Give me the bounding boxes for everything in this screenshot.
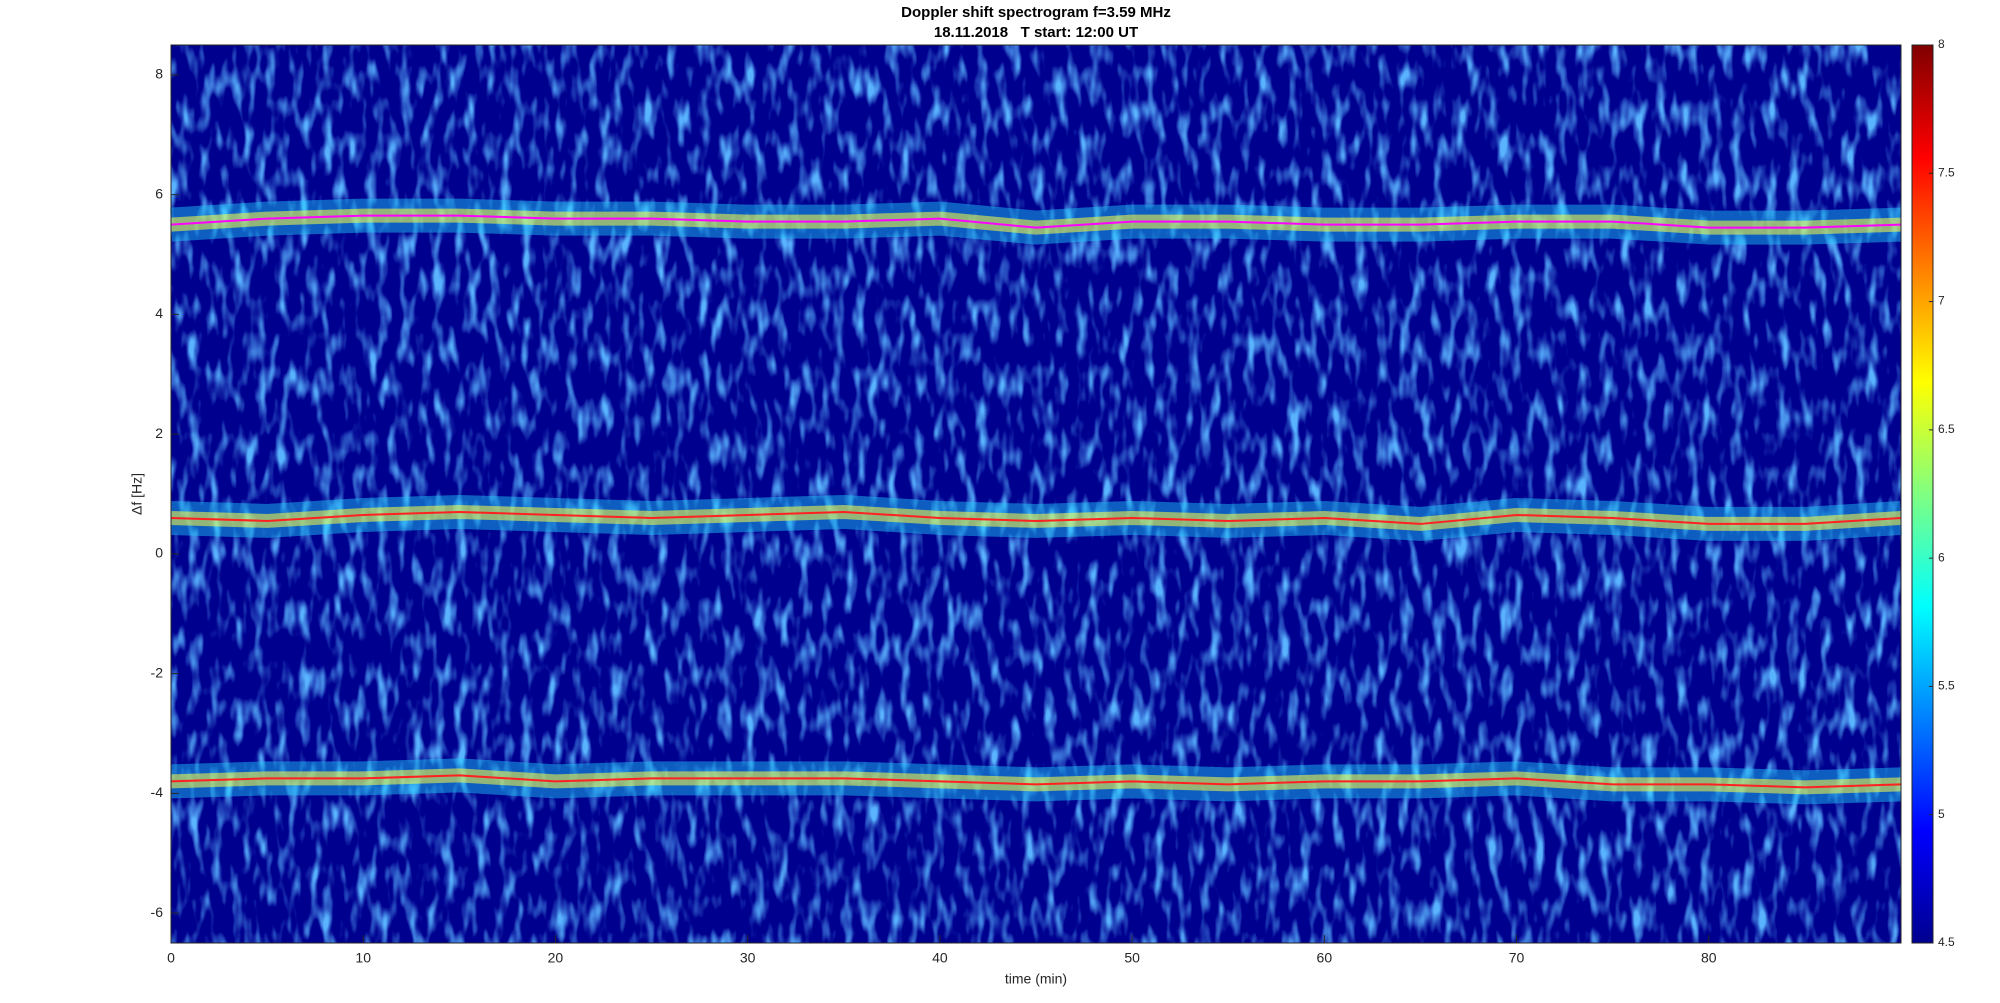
colorbar-tick-label: 6 xyxy=(1938,550,1945,564)
colorbar-tick-label: 7 xyxy=(1938,294,1945,308)
colorbar-tick-label: 8 xyxy=(1938,37,1945,51)
y-tick-label: -4 xyxy=(151,784,164,800)
colorbar-tick-label: 5.5 xyxy=(1938,679,1955,693)
chart-title: Doppler shift spectrogram f=3.59 MHz xyxy=(901,4,1171,21)
colorbar-tick-label: 5 xyxy=(1938,807,1945,821)
noise-texture xyxy=(171,45,1901,943)
y-tick-label: 2 xyxy=(155,425,163,441)
colorbar xyxy=(1911,44,1934,944)
y-tick-label: 8 xyxy=(155,66,163,82)
plot-frame xyxy=(170,44,1902,944)
x-tick-label: 30 xyxy=(740,950,756,966)
y-tick-label: 4 xyxy=(155,305,163,321)
x-tick-label: 60 xyxy=(1317,950,1333,966)
y-tick-label: -6 xyxy=(151,904,164,920)
x-tick-label: 40 xyxy=(932,950,948,966)
x-tick-label: 10 xyxy=(355,950,371,966)
y-tick-label: 0 xyxy=(155,545,163,561)
x-tick-label: 0 xyxy=(167,950,175,966)
colorbar-tick-label: 7.5 xyxy=(1938,165,1955,179)
trace-line xyxy=(170,214,1902,229)
x-tick-label: 70 xyxy=(1509,950,1525,966)
colorbar-tick-label: 6.5 xyxy=(1938,422,1955,436)
y-tick-label: -2 xyxy=(151,664,164,680)
x-tick-label: 80 xyxy=(1701,950,1717,966)
chart-subtitle: 18.11.2018 T start: 12:00 UT xyxy=(934,24,1138,41)
y-axis-label: Δf [Hz] xyxy=(129,473,145,515)
x-tick-label: 50 xyxy=(1124,950,1140,966)
trace-line xyxy=(170,774,1902,789)
x-axis-label: time (min) xyxy=(1005,971,1067,987)
trace-line xyxy=(170,510,1902,525)
y-tick-label: 6 xyxy=(155,185,163,201)
colorbar-tick-label: 4.5 xyxy=(1938,935,1955,949)
x-tick-label: 20 xyxy=(548,950,564,966)
